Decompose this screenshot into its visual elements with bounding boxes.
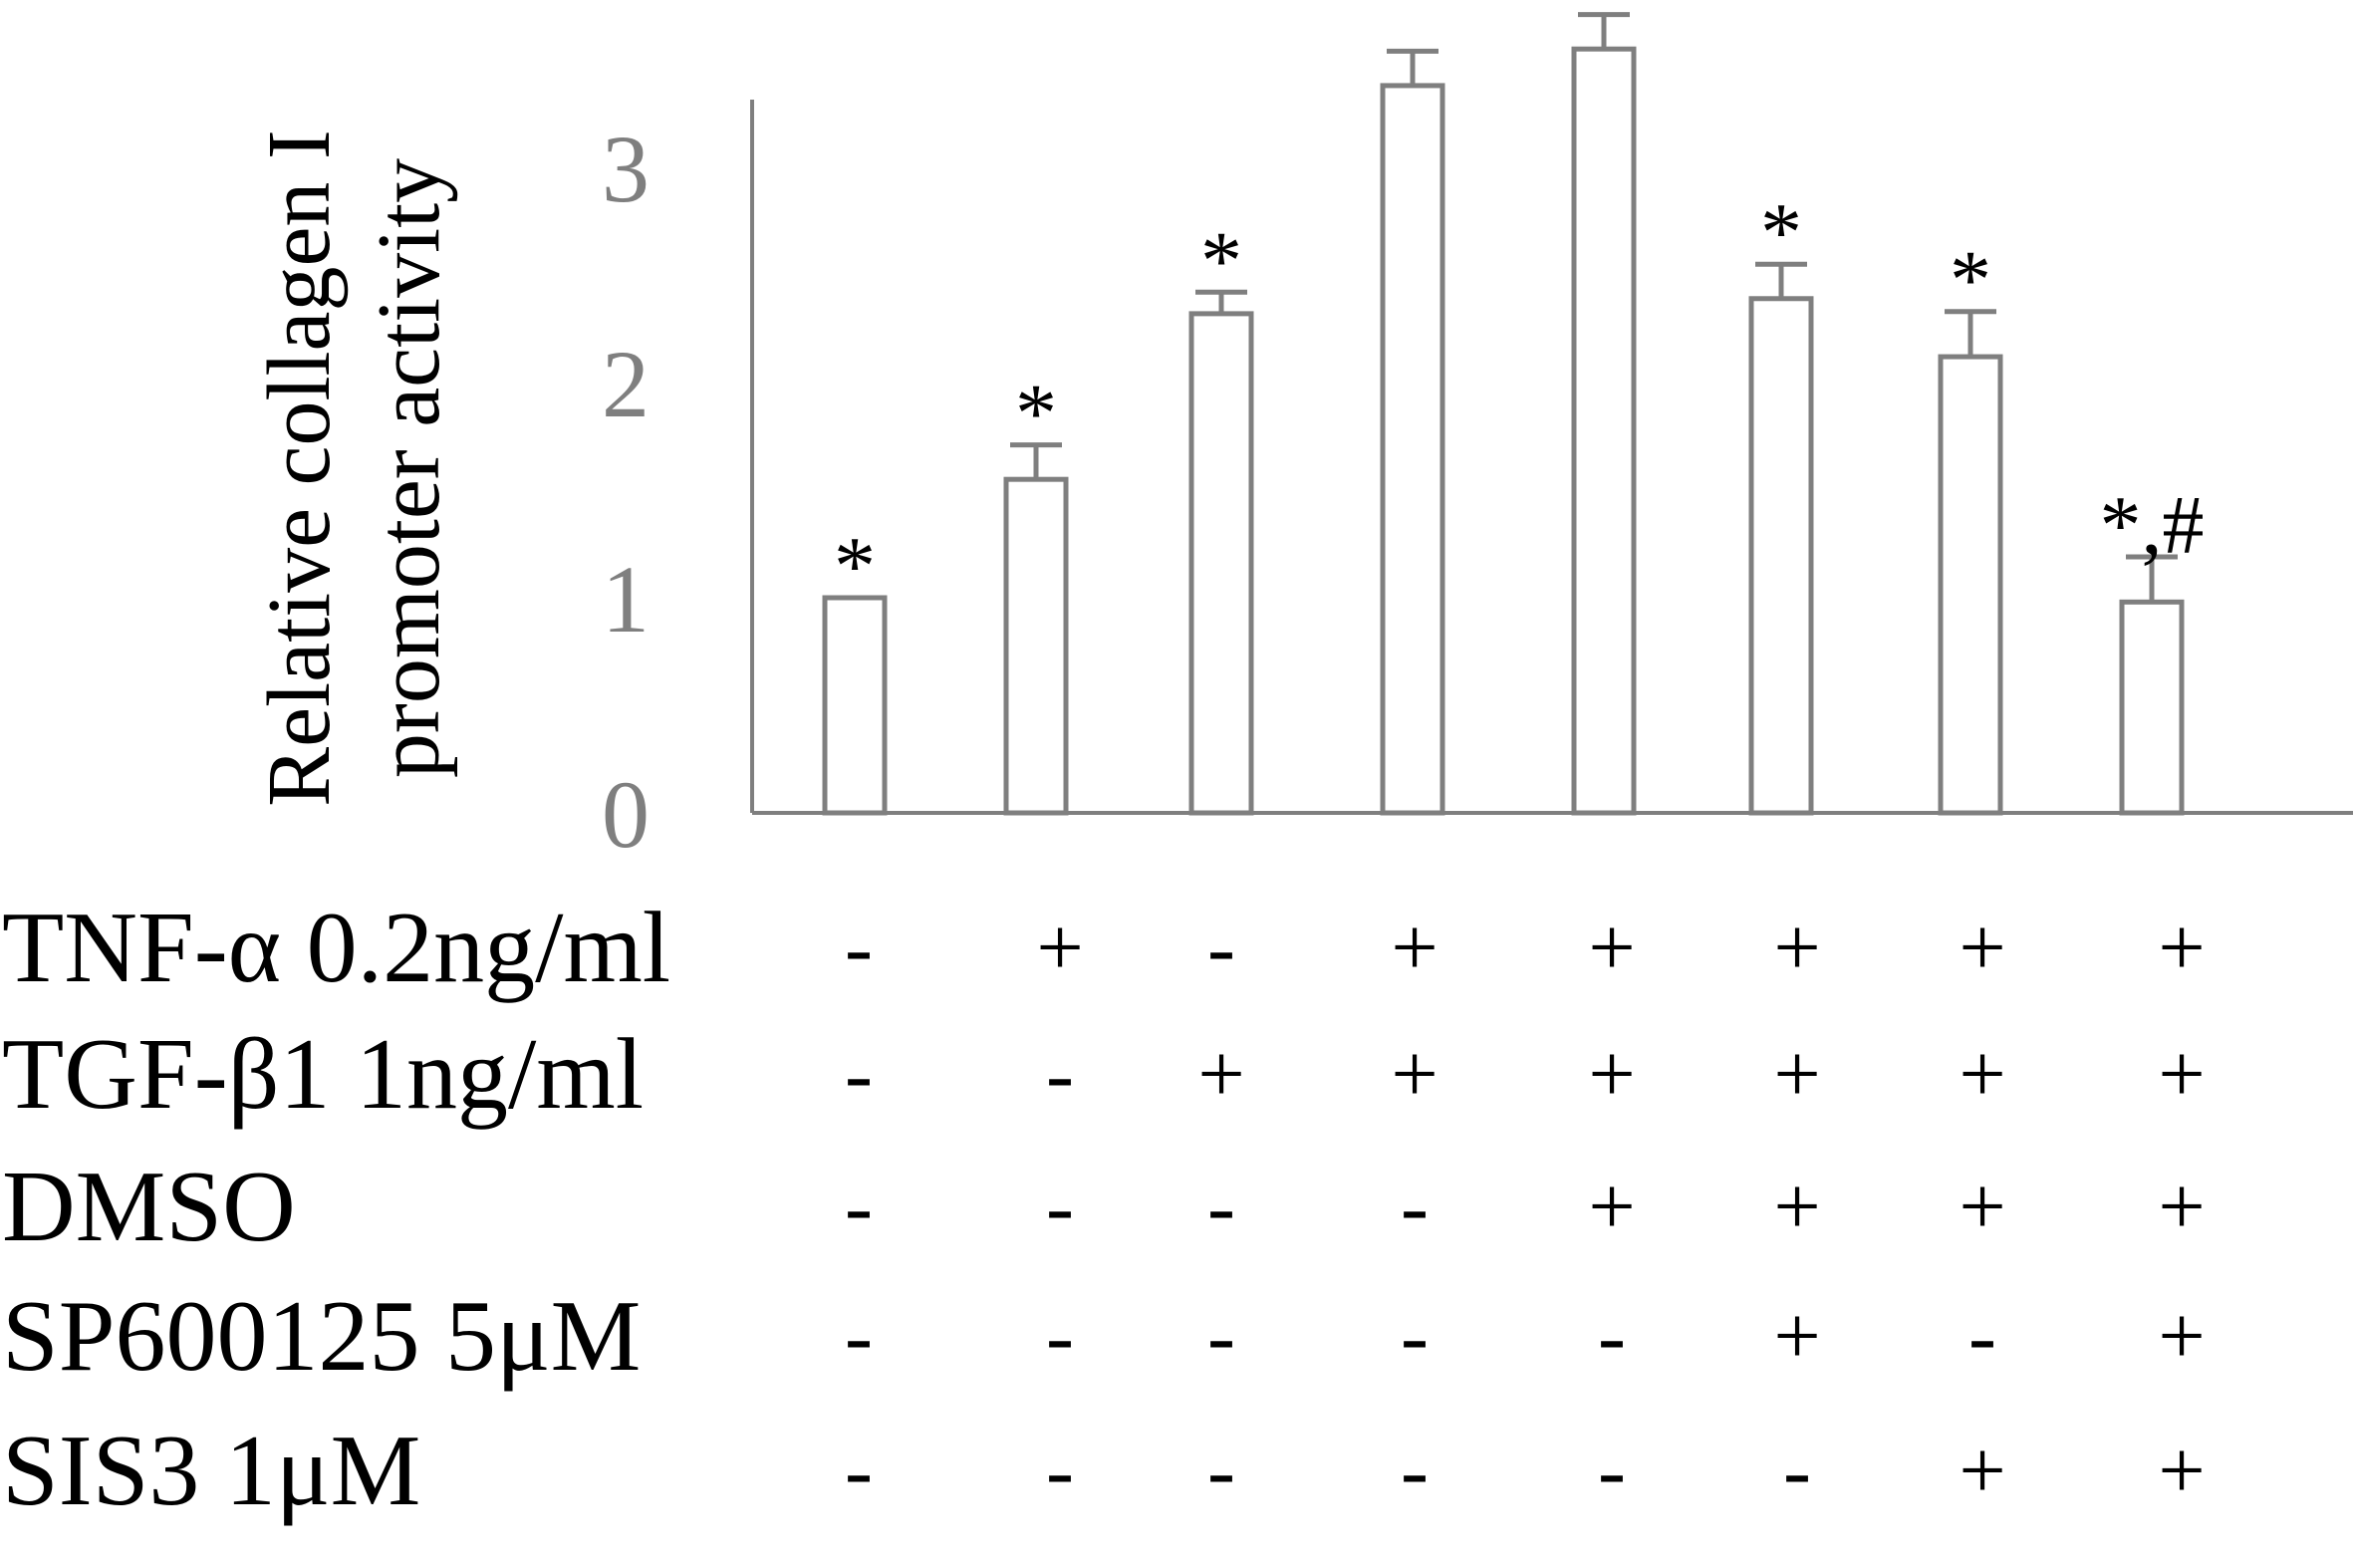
condition-mark: + (1773, 902, 1820, 994)
condition-mark: - (1046, 1028, 1074, 1121)
condition-mark: + (1773, 1028, 1820, 1121)
y-tick-label: 0 (602, 761, 650, 868)
condition-mark: - (845, 1290, 873, 1383)
bar (1938, 354, 2003, 816)
condition-mark: + (1197, 1028, 1244, 1121)
condition-mark: + (1391, 1028, 1438, 1121)
significance-mark: * (834, 520, 876, 613)
bar (2119, 599, 2185, 816)
y-axis-label-line: promoter activity (360, 158, 458, 778)
condition-mark: + (2158, 1028, 2205, 1121)
condition-mark: + (1588, 1028, 1635, 1121)
condition-mark: - (1401, 1161, 1429, 1253)
condition-mark: + (1959, 1161, 2005, 1253)
condition-mark: - (1401, 1425, 1429, 1517)
condition-label: SP600125 5μM (2, 1280, 641, 1393)
condition-mark: - (845, 902, 873, 994)
error-bars (1010, 12, 2178, 603)
y-tick-label: 4 (602, 0, 650, 7)
bar (1571, 46, 1637, 816)
condition-mark: + (2158, 1161, 2205, 1253)
condition-mark: - (1046, 1290, 1074, 1383)
condition-mark: + (1036, 902, 1083, 994)
condition-mark: - (1207, 1290, 1235, 1383)
bar (1003, 476, 1069, 816)
significance-mark: * (1760, 186, 1802, 279)
condition-mark: - (1968, 1290, 1996, 1383)
condition-mark: - (1598, 1425, 1626, 1517)
condition-mark: - (1207, 1161, 1235, 1253)
condition-label: TGF-β1 1ng/ml (2, 1018, 644, 1131)
condition-mark: - (1207, 902, 1235, 994)
significance-mark: *,# (2100, 479, 2205, 572)
condition-label: DMSO (2, 1151, 296, 1263)
condition-mark: - (1046, 1161, 1074, 1253)
condition-mark: + (1959, 1028, 2005, 1121)
condition-mark: + (1959, 902, 2005, 994)
y-axis-ticks: 0 1 2 3 4 (602, 0, 650, 868)
significance-mark: * (1200, 214, 1242, 307)
condition-table: TNF-α 0.2ng/ml - + - + + + + + TGF-β1 1ng/ml - - + + +… (2, 892, 2206, 1527)
condition-mark: + (1391, 902, 1438, 994)
significance-mark: * (1015, 368, 1057, 460)
condition-mark: - (1598, 1290, 1626, 1383)
condition-mark: - (1207, 1425, 1235, 1517)
condition-mark: + (1773, 1290, 1820, 1383)
condition-mark: - (1046, 1425, 1074, 1517)
significance-marks: * * * * * *,# (834, 186, 2205, 613)
y-tick-label: 3 (602, 116, 650, 222)
y-tick-label: 1 (602, 546, 650, 653)
significance-mark: * (1950, 234, 1991, 327)
condition-mark: + (1959, 1425, 2005, 1517)
condition-mark: + (2158, 1290, 2205, 1383)
condition-mark: - (845, 1161, 873, 1253)
condition-mark: + (1773, 1161, 1820, 1253)
condition-label: TNF-α 0.2ng/ml (2, 892, 670, 1004)
bars (822, 46, 2185, 816)
y-tick-label: 2 (602, 331, 650, 437)
bar (1748, 296, 1814, 816)
condition-mark: + (1588, 902, 1635, 994)
condition-mark: - (845, 1425, 873, 1517)
condition-mark: - (1783, 1425, 1811, 1517)
bar (822, 595, 888, 816)
condition-mark: + (2158, 1425, 2205, 1517)
y-axis-label-line: Relative collagen I (250, 130, 349, 807)
condition-mark: - (1401, 1290, 1429, 1383)
bar (1188, 311, 1254, 816)
condition-mark: - (845, 1028, 873, 1121)
bar (1380, 83, 1445, 816)
condition-mark: + (2158, 902, 2205, 994)
condition-label: SIS3 1μM (2, 1415, 420, 1527)
condition-mark: + (1588, 1161, 1635, 1253)
